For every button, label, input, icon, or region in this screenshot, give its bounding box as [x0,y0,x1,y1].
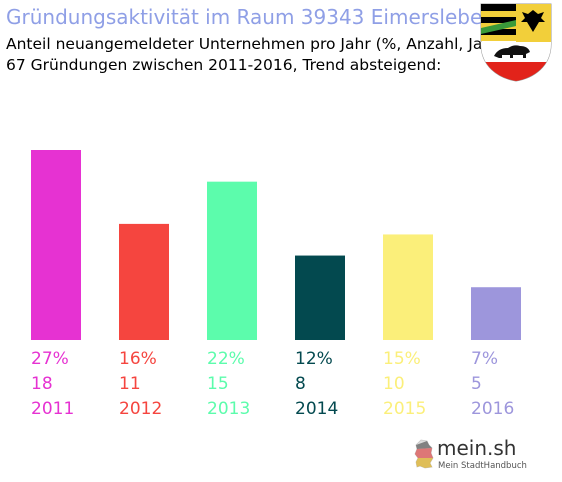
percent-label-2012: 16% [119,349,157,369]
bar-2015 [383,234,433,340]
bar-2013 [207,181,257,340]
bar-2014 [295,255,345,340]
chart-summary: 67 Gründungen zwischen 2011-2016, Trend … [6,56,442,74]
count-label-2011: 18 [31,374,53,394]
bar-2012 [119,223,169,340]
year-label-2012: 2012 [119,399,162,419]
year-label-2016: 2016 [471,399,514,419]
year-label-2013: 2013 [207,399,250,419]
count-label-2015: 10 [383,374,405,394]
mein-sh-logo: mein.sh Mein StadtHandbuch [413,436,553,476]
bar-2016 [471,287,521,340]
logo-text: mein.sh [437,436,517,460]
percent-label-2013: 22% [207,349,245,369]
logo-subtitle: Mein StadtHandbuch [438,461,527,471]
year-label-2015: 2015 [383,399,426,419]
coat-of-arms-icon [480,3,552,82]
year-label-2014: 2014 [295,399,338,419]
count-label-2012: 11 [119,374,141,394]
percent-label-2014: 12% [295,349,333,369]
year-label-2011: 2011 [31,399,74,419]
count-label-2016: 5 [471,374,482,394]
count-label-2014: 8 [295,374,306,394]
percent-label-2016: 7% [471,349,498,369]
percent-label-2011: 27% [31,349,69,369]
chart-subtitle: Anteil neuangemeldeter Unternehmen pro J… [6,35,505,53]
bar-2011 [31,150,81,340]
chart-title: Gründungsaktivität im Raum 39343 Eimersl… [6,5,495,29]
percent-label-2015: 15% [383,349,421,369]
germany-map-icon [414,439,434,469]
count-label-2013: 15 [207,374,229,394]
